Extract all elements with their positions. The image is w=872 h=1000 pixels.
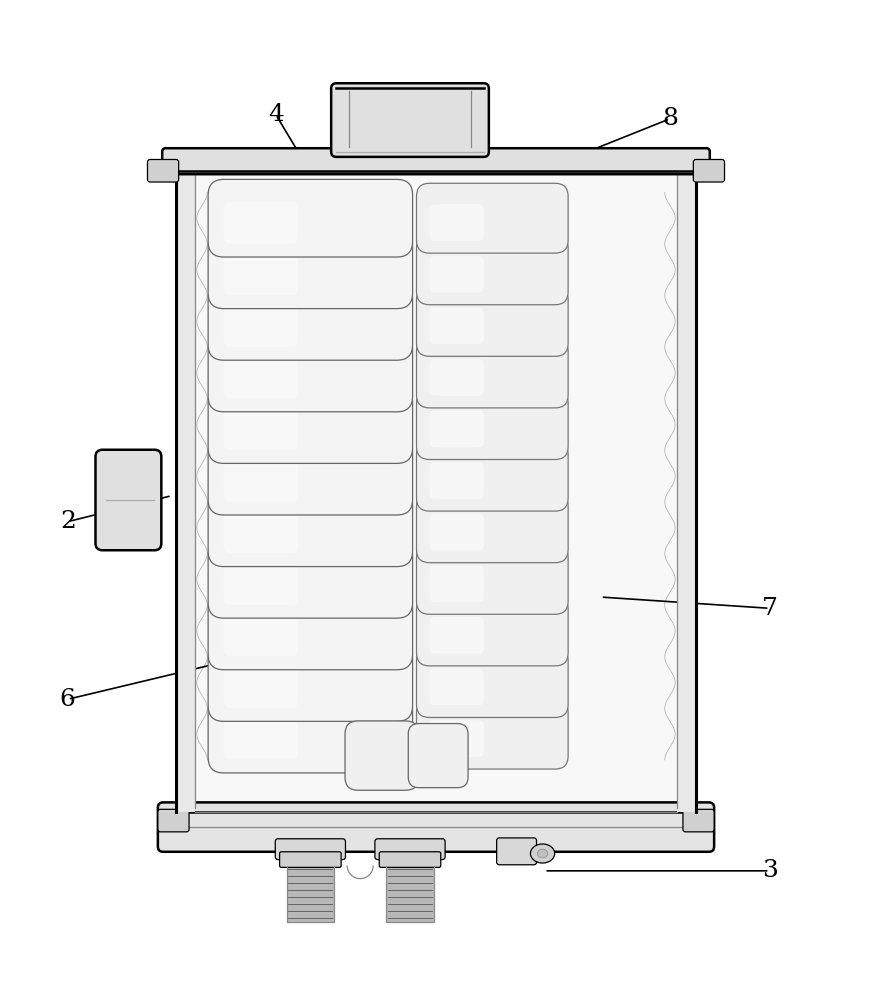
FancyBboxPatch shape xyxy=(224,512,298,553)
FancyBboxPatch shape xyxy=(430,256,484,293)
FancyBboxPatch shape xyxy=(345,721,419,790)
FancyBboxPatch shape xyxy=(497,838,536,865)
FancyBboxPatch shape xyxy=(430,204,484,241)
FancyBboxPatch shape xyxy=(224,666,298,708)
FancyBboxPatch shape xyxy=(224,460,298,502)
FancyBboxPatch shape xyxy=(158,809,189,832)
Text: 2: 2 xyxy=(60,510,76,533)
FancyBboxPatch shape xyxy=(417,286,569,356)
FancyBboxPatch shape xyxy=(208,386,412,463)
FancyBboxPatch shape xyxy=(430,514,484,551)
FancyBboxPatch shape xyxy=(208,695,412,773)
FancyBboxPatch shape xyxy=(417,648,569,717)
FancyBboxPatch shape xyxy=(417,544,569,614)
Text: 5: 5 xyxy=(402,86,418,109)
FancyBboxPatch shape xyxy=(224,305,298,347)
Text: 8: 8 xyxy=(662,107,678,130)
FancyBboxPatch shape xyxy=(430,565,484,602)
FancyBboxPatch shape xyxy=(208,283,412,360)
FancyBboxPatch shape xyxy=(417,441,569,511)
FancyBboxPatch shape xyxy=(693,159,725,182)
Bar xyxy=(677,171,696,812)
FancyBboxPatch shape xyxy=(208,489,412,567)
FancyBboxPatch shape xyxy=(683,809,714,832)
FancyBboxPatch shape xyxy=(224,718,298,760)
FancyBboxPatch shape xyxy=(430,307,484,344)
FancyBboxPatch shape xyxy=(430,462,484,499)
FancyBboxPatch shape xyxy=(417,699,569,769)
FancyBboxPatch shape xyxy=(417,493,569,563)
FancyBboxPatch shape xyxy=(430,617,484,654)
FancyBboxPatch shape xyxy=(147,159,179,182)
FancyBboxPatch shape xyxy=(417,235,569,305)
Ellipse shape xyxy=(530,844,555,863)
Bar xyxy=(287,866,334,922)
FancyBboxPatch shape xyxy=(224,202,298,244)
Bar xyxy=(176,171,195,812)
FancyBboxPatch shape xyxy=(379,852,440,867)
FancyBboxPatch shape xyxy=(208,437,412,515)
FancyBboxPatch shape xyxy=(158,802,714,852)
FancyBboxPatch shape xyxy=(417,338,569,408)
FancyBboxPatch shape xyxy=(331,83,489,157)
FancyBboxPatch shape xyxy=(208,541,412,618)
FancyBboxPatch shape xyxy=(430,669,484,705)
FancyBboxPatch shape xyxy=(96,450,161,550)
Ellipse shape xyxy=(537,849,548,858)
FancyBboxPatch shape xyxy=(208,179,412,257)
Text: 7: 7 xyxy=(761,597,778,620)
FancyBboxPatch shape xyxy=(417,596,569,666)
Bar xyxy=(386,866,434,922)
Text: 6: 6 xyxy=(60,688,76,711)
FancyBboxPatch shape xyxy=(208,231,412,309)
FancyBboxPatch shape xyxy=(417,390,569,460)
FancyBboxPatch shape xyxy=(224,357,298,398)
FancyBboxPatch shape xyxy=(417,183,569,253)
FancyBboxPatch shape xyxy=(224,563,298,605)
FancyBboxPatch shape xyxy=(224,254,298,295)
Text: 4: 4 xyxy=(268,103,283,126)
FancyBboxPatch shape xyxy=(208,592,412,670)
Bar xyxy=(176,171,696,812)
FancyBboxPatch shape xyxy=(430,720,484,757)
FancyBboxPatch shape xyxy=(375,839,445,860)
FancyBboxPatch shape xyxy=(408,724,468,788)
Text: 3: 3 xyxy=(761,859,778,882)
FancyBboxPatch shape xyxy=(280,852,341,867)
FancyBboxPatch shape xyxy=(162,148,710,174)
FancyBboxPatch shape xyxy=(224,408,298,450)
FancyBboxPatch shape xyxy=(224,615,298,656)
FancyBboxPatch shape xyxy=(208,334,412,412)
FancyBboxPatch shape xyxy=(276,839,345,860)
FancyBboxPatch shape xyxy=(430,411,484,447)
FancyBboxPatch shape xyxy=(208,644,412,721)
FancyBboxPatch shape xyxy=(430,359,484,396)
